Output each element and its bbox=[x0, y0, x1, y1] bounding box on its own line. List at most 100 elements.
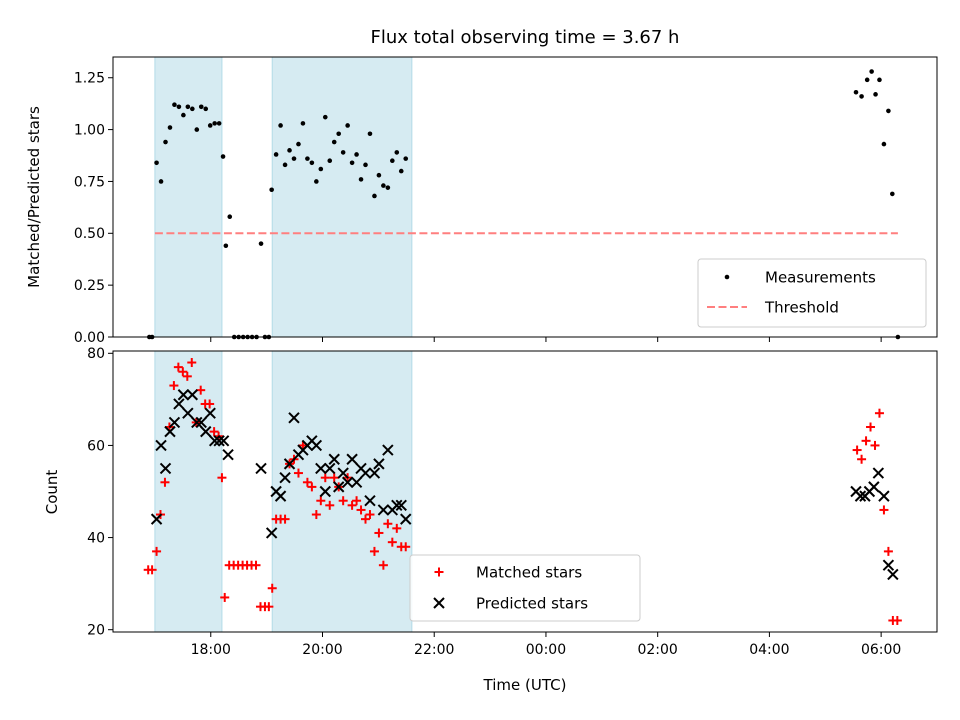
measurement-point bbox=[853, 89, 859, 95]
predicted-star-point bbox=[204, 407, 216, 419]
marker-stroke bbox=[878, 490, 890, 502]
predicted-star-point bbox=[200, 425, 212, 438]
legend-threshold-label: Threshold bbox=[764, 298, 839, 316]
matched-star-point bbox=[870, 440, 880, 450]
measurement-point bbox=[345, 123, 350, 128]
predicted-star-point bbox=[319, 485, 331, 498]
bottom-y-axis: 20 40 60 80 bbox=[87, 346, 113, 639]
predicted-star-point bbox=[377, 504, 390, 516]
measurement-point bbox=[322, 114, 328, 120]
chart-title: Flux total observing time = 3.67 h bbox=[371, 27, 680, 48]
measurement-point bbox=[305, 156, 310, 161]
measurement-point bbox=[194, 127, 200, 132]
matched-star-point bbox=[338, 496, 348, 506]
y-tick-label: 0.75 bbox=[74, 174, 105, 190]
matched-star-point bbox=[298, 440, 308, 450]
predicted-star-point bbox=[328, 453, 340, 465]
matched-star-point bbox=[320, 473, 330, 483]
predicted-star-point bbox=[854, 490, 867, 502]
predicted-star-point bbox=[213, 435, 225, 447]
matched-star-point bbox=[173, 362, 183, 372]
marker-stroke bbox=[173, 398, 185, 410]
marker-stroke bbox=[868, 481, 880, 493]
measurement-point bbox=[390, 158, 395, 164]
measurement-point bbox=[873, 92, 878, 97]
matched-star-point bbox=[205, 399, 215, 409]
matched-star-point bbox=[152, 546, 162, 556]
marker-stroke bbox=[204, 407, 216, 419]
predicted-star-point bbox=[274, 490, 287, 502]
measurement-point bbox=[163, 139, 168, 145]
predicted-star-point bbox=[350, 476, 363, 488]
matched-star-point bbox=[169, 381, 179, 391]
x-tick-label: 04:00 bbox=[749, 642, 789, 658]
predicted-star-point bbox=[315, 462, 327, 475]
marker-stroke bbox=[213, 435, 225, 447]
matched-star-point bbox=[267, 583, 277, 593]
measurement-point bbox=[203, 106, 209, 112]
predicted-star-point bbox=[265, 527, 278, 539]
measurement-point bbox=[869, 69, 874, 74]
legend-measurement-marker bbox=[724, 274, 730, 280]
measurement-point bbox=[349, 160, 355, 166]
matched-star-point bbox=[387, 537, 397, 547]
x-tick-label: 06:00 bbox=[861, 642, 901, 658]
measurement-point bbox=[223, 243, 229, 249]
predicted-star-point bbox=[872, 467, 885, 479]
observing-window bbox=[154, 350, 223, 633]
matched-star-point bbox=[883, 546, 893, 556]
predicted-star-point bbox=[164, 425, 176, 438]
measurement-point bbox=[185, 104, 191, 110]
matched-star-point bbox=[866, 422, 876, 432]
ratio-panel: 0.00 0.25 0.50 0.75 1.00 1.25 Matched/Predict… bbox=[25, 56, 938, 346]
measurement-point bbox=[291, 156, 297, 161]
marker-stroke bbox=[288, 412, 300, 424]
measurement-point bbox=[258, 241, 264, 246]
predicted-star-point bbox=[191, 416, 203, 429]
measurement-point bbox=[207, 123, 213, 128]
marker-stroke bbox=[200, 425, 212, 438]
marker-stroke bbox=[882, 559, 895, 571]
x-tick-label: 00:00 bbox=[526, 642, 566, 658]
marker-stroke bbox=[319, 485, 331, 498]
predicted-star-point bbox=[882, 559, 895, 571]
marker-stroke bbox=[177, 389, 190, 401]
matched-star-point bbox=[307, 482, 317, 492]
measurement-point bbox=[385, 185, 391, 190]
predicted-star-point bbox=[310, 439, 323, 452]
predicted-star-point bbox=[279, 471, 291, 484]
predicted-star-point bbox=[400, 513, 412, 525]
legend-matched-marker bbox=[434, 567, 444, 577]
measurement-point bbox=[212, 121, 217, 126]
marker-stroke bbox=[350, 476, 363, 488]
y-tick-label: 60 bbox=[87, 438, 105, 454]
marker-stroke bbox=[222, 448, 234, 461]
matched-star-point bbox=[316, 496, 326, 506]
marker-stroke bbox=[400, 513, 412, 525]
measurement-point bbox=[167, 125, 173, 130]
legend-measurements-label: Measurements bbox=[765, 268, 876, 286]
measurement-point bbox=[358, 177, 364, 182]
measurement-point bbox=[394, 150, 400, 155]
matched-star-point bbox=[369, 546, 379, 556]
predicted-star-point bbox=[337, 467, 349, 479]
bottom-x-axis: 18:00 20:00 22:00 00:00 02:00 04:00 06:00 bbox=[191, 632, 901, 658]
measurement-point bbox=[227, 214, 233, 220]
marker-stroke bbox=[315, 462, 327, 475]
marker-stroke bbox=[255, 462, 267, 475]
x-tick-label: 22:00 bbox=[414, 642, 454, 658]
predicted-star-point bbox=[283, 458, 296, 470]
predicted-star-point bbox=[382, 444, 394, 456]
y-tick-label: 1.25 bbox=[74, 71, 105, 87]
observing-window bbox=[271, 56, 413, 338]
marker-stroke bbox=[217, 435, 230, 447]
top-legend: Measurements Threshold bbox=[697, 258, 927, 328]
measurement-point bbox=[372, 193, 377, 199]
matched-star-point bbox=[365, 510, 375, 520]
measurement-point bbox=[287, 148, 292, 153]
observing-window bbox=[154, 56, 223, 338]
matched-star-point bbox=[325, 500, 335, 510]
matched-star-point bbox=[892, 615, 902, 625]
predicted-star-point bbox=[168, 416, 181, 429]
marker-stroke bbox=[168, 416, 181, 429]
